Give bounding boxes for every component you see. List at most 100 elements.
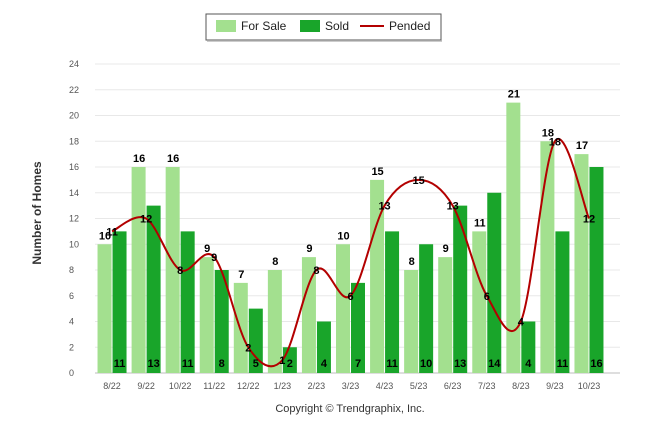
for-sale-value-label: 16 (133, 153, 145, 165)
sold-value-label: 13 (147, 358, 159, 370)
for-sale-value-label: 9 (204, 243, 210, 255)
pended-value-label: 6 (347, 291, 353, 303)
pended-value-label: 8 (313, 265, 319, 277)
data-labels: 1011111613121611898975282194810761511138… (99, 89, 603, 370)
sold-bar (487, 192, 502, 373)
for-sale-bar (404, 270, 419, 373)
sold-bar (589, 167, 604, 373)
pended-value-label: 18 (549, 136, 561, 148)
for-sale-value-label: 21 (508, 89, 520, 101)
sold-value-label: 16 (590, 358, 602, 370)
pended-value-label: 4 (518, 317, 525, 329)
x-tick-label: 3/23 (342, 381, 360, 391)
legend: For Sale Sold Pended (205, 13, 442, 42)
sold-value-label: 11 (114, 358, 126, 370)
pended-line (111, 137, 590, 368)
pended-value-label: 15 (413, 175, 425, 187)
sold-value-label: 2 (287, 358, 293, 370)
for-sale-bar (540, 141, 555, 373)
for-sale-value-label: 15 (371, 166, 383, 178)
y-tick-label: 18 (69, 136, 79, 146)
for-sale-bar (97, 244, 112, 373)
x-tick-label: 12/22 (237, 381, 260, 391)
sold-bar (385, 231, 400, 373)
x-tick-label: 9/22 (137, 381, 155, 391)
for-sale-bar (131, 167, 146, 373)
y-tick-label: 16 (69, 162, 79, 172)
for-sale-bar (506, 102, 521, 373)
y-tick-label: 2 (69, 342, 74, 352)
sold-value-label: 11 (557, 358, 569, 370)
sold-bar (351, 282, 365, 373)
for-sale-value-label: 16 (167, 153, 179, 165)
for-sale-bar (574, 154, 589, 373)
x-tick-label: 2/23 (308, 381, 326, 391)
legend-box (205, 13, 442, 41)
x-tick-label: 9/23 (546, 381, 564, 391)
for-sale-bar (301, 257, 316, 373)
y-tick-label: 10 (69, 239, 79, 249)
sold-value-label: 5 (253, 358, 259, 370)
for-sale-value-label: 10 (337, 230, 349, 242)
x-tick-label: 7/23 (478, 381, 496, 391)
sold-bar (419, 244, 434, 373)
sold-value-label: 10 (420, 358, 432, 370)
for-sale-value-label: 8 (409, 256, 415, 268)
sold-bar (248, 308, 263, 373)
pended-value-label: 13 (378, 201, 390, 213)
for-sale-bar (336, 244, 350, 373)
for-sale-bar (199, 257, 214, 373)
x-tick-label: 10/23 (578, 381, 601, 391)
for-sale-value-label: 18 (542, 127, 554, 139)
sold-bar (453, 205, 468, 373)
pended-value-label: 1 (279, 355, 285, 367)
y-tick-label: 14 (69, 188, 79, 198)
for-sale-value-label: 8 (272, 256, 278, 268)
y-tick-label: 24 (69, 59, 79, 69)
x-tick-label: 6/23 (444, 381, 462, 391)
y-tick-label: 4 (69, 317, 74, 327)
x-tick-label: 4/23 (376, 381, 394, 391)
for-sale-value-label: 9 (306, 243, 312, 255)
y-tick-label: 20 (69, 111, 79, 121)
x-tick-label: 5/23 (410, 381, 428, 391)
sold-value-label: 4 (321, 358, 328, 370)
for-sale-value-label: 10 (99, 230, 111, 242)
sold-value-label: 14 (488, 358, 501, 370)
sold-bar (316, 321, 331, 373)
for-sale-bar (165, 167, 180, 373)
copyright-text: Copyright © Trendgraphix, Inc. (275, 403, 424, 415)
legend-label-pended: Pended (389, 19, 430, 33)
pended-value-label: 11 (106, 226, 118, 238)
x-tick-label: 1/23 (274, 381, 292, 391)
pended-value-label: 12 (140, 214, 152, 226)
sold-value-label: 4 (525, 358, 532, 370)
y-tick-label: 12 (69, 214, 79, 224)
sold-value-label: 11 (386, 358, 398, 370)
sold-bar (112, 231, 127, 373)
for-sale-bar (370, 179, 385, 373)
y-tick-label: 0 (69, 368, 74, 378)
pended-value-label: 12 (583, 214, 595, 226)
sold-value-label: 7 (355, 358, 361, 370)
y-axis-title: Number of Homes (30, 161, 44, 265)
y-tick-label: 22 (69, 85, 79, 95)
y-tick-label: 8 (69, 265, 74, 275)
pended-value-label: 8 (177, 265, 183, 277)
x-tick-label: 10/22 (169, 381, 192, 391)
for-sale-value-label: 7 (238, 269, 244, 281)
sold-value-label: 8 (219, 358, 225, 370)
legend-label-for-sale: For Sale (241, 19, 287, 33)
sold-value-label: 11 (182, 358, 194, 370)
legend-swatch-sold (300, 20, 320, 32)
pended-value-label: 6 (484, 291, 490, 303)
for-sale-bar (438, 257, 453, 373)
pended-value-label: 2 (245, 342, 251, 354)
sold-bar (521, 321, 536, 373)
bars (97, 102, 604, 373)
sold-value-label: 13 (454, 358, 466, 370)
for-sale-value-label: 11 (474, 217, 486, 229)
